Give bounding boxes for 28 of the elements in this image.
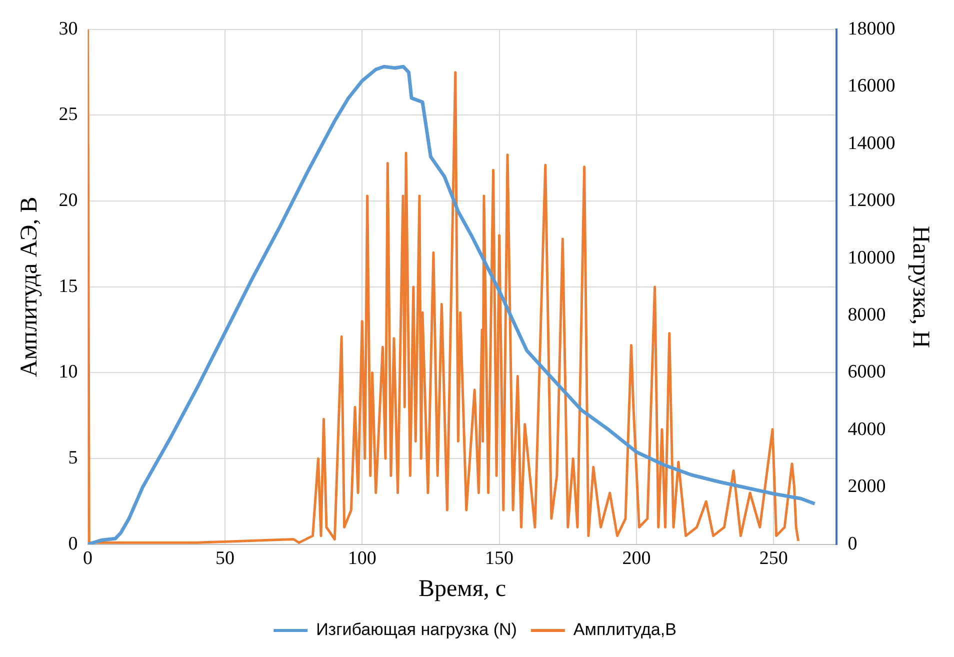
y-tick-label: 0: [68, 533, 78, 554]
y2-tick-label: 8000: [848, 304, 886, 326]
x-axis-title: Время, с: [418, 576, 506, 602]
legend-label: Амплитуда,В: [573, 620, 676, 640]
y-tick-label: 20: [58, 190, 78, 212]
y2-tick-label: 0: [848, 533, 858, 554]
legend-label: Изгибающая нагрузка (N): [316, 620, 517, 640]
x-tick-label: 250: [759, 548, 788, 569]
y2-tick-label: 14000: [848, 132, 896, 154]
y2-tick-label: 10000: [848, 247, 896, 268]
y2-tick-label: 4000: [848, 418, 886, 440]
x-tick-label: 150: [485, 548, 514, 569]
y-tick-label: 5: [68, 448, 78, 469]
y-tick-label: 10: [58, 362, 78, 383]
x-tick-label: 50: [215, 548, 234, 569]
y-axis-title: Амплитуда АЭ, В: [16, 196, 43, 378]
y-tick-label: 30: [58, 18, 78, 40]
y-tick-label: 25: [58, 104, 78, 126]
y2-tick-label: 16000: [848, 76, 896, 97]
y2-tick-label: 12000: [848, 190, 896, 212]
y2-axis-title: Нагрузка, Н: [907, 226, 934, 348]
x-tick-label: 200: [622, 548, 651, 569]
x-tick-label: 0: [83, 548, 93, 569]
x-tick-label: 100: [348, 548, 376, 569]
y2-tick-label: 2000: [848, 476, 886, 498]
y2-tick-label: 6000: [848, 362, 886, 383]
y2-tick-label: 18000: [848, 18, 896, 40]
y-tick-label: 15: [58, 276, 78, 297]
